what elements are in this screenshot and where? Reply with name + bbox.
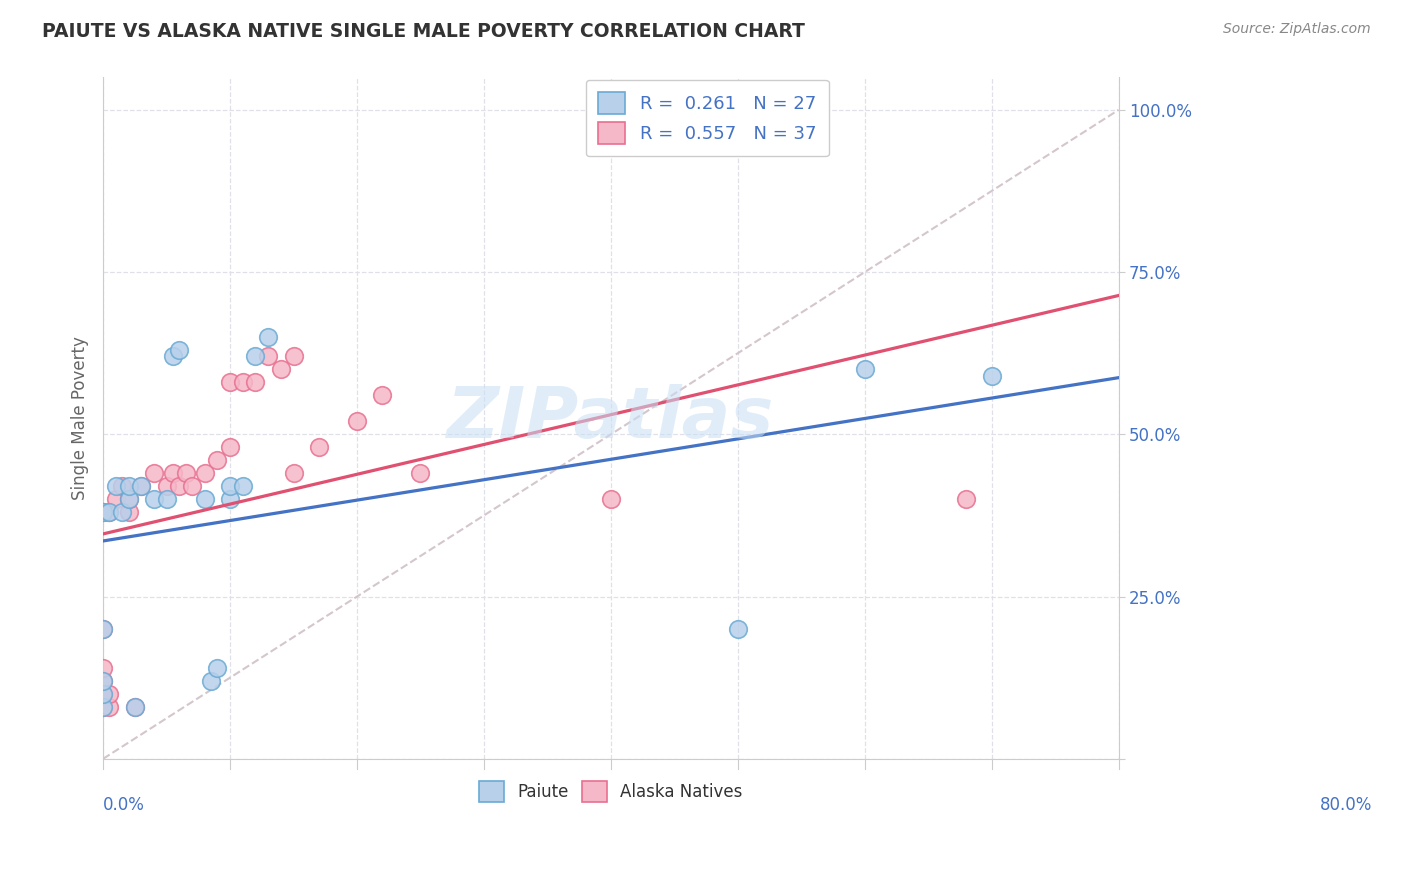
Text: Source: ZipAtlas.com: Source: ZipAtlas.com xyxy=(1223,22,1371,37)
Point xyxy=(599,492,621,507)
Point xyxy=(104,479,127,493)
Point xyxy=(98,687,121,701)
Point xyxy=(245,376,267,390)
Point xyxy=(169,479,191,493)
Point xyxy=(117,492,139,507)
Point xyxy=(232,479,254,493)
Point xyxy=(219,479,242,493)
Point xyxy=(853,362,876,376)
Point xyxy=(111,479,134,493)
Text: 0.0%: 0.0% xyxy=(103,797,145,814)
Point xyxy=(257,350,280,364)
Point xyxy=(91,661,114,675)
Point xyxy=(980,368,1002,383)
Point xyxy=(162,467,184,481)
Point xyxy=(91,505,114,519)
Point xyxy=(283,350,305,364)
Point xyxy=(283,467,305,481)
Point xyxy=(124,699,146,714)
Point xyxy=(219,440,242,454)
Point xyxy=(142,492,165,507)
Point xyxy=(174,467,197,481)
Point xyxy=(91,673,114,688)
Point xyxy=(371,388,394,402)
Point xyxy=(245,350,267,364)
Text: ZIPatlas: ZIPatlas xyxy=(447,384,775,452)
Point xyxy=(98,505,121,519)
Point xyxy=(207,453,229,467)
Point xyxy=(91,699,114,714)
Point xyxy=(219,492,242,507)
Y-axis label: Single Male Poverty: Single Male Poverty xyxy=(72,336,89,500)
Point xyxy=(955,492,977,507)
Point xyxy=(117,505,139,519)
Point xyxy=(129,479,152,493)
Point xyxy=(129,479,152,493)
Point xyxy=(91,687,114,701)
Text: PAIUTE VS ALASKA NATIVE SINGLE MALE POVERTY CORRELATION CHART: PAIUTE VS ALASKA NATIVE SINGLE MALE POVE… xyxy=(42,22,806,41)
Point xyxy=(91,699,114,714)
Point xyxy=(117,492,139,507)
Point xyxy=(270,362,292,376)
Point xyxy=(142,467,165,481)
Point xyxy=(181,479,204,493)
Point xyxy=(169,343,191,357)
Point xyxy=(98,505,121,519)
Point xyxy=(91,687,114,701)
Text: 80.0%: 80.0% xyxy=(1320,797,1372,814)
Point xyxy=(91,622,114,636)
Point xyxy=(194,492,217,507)
Point xyxy=(232,376,254,390)
Point xyxy=(155,492,177,507)
Point xyxy=(111,505,134,519)
Point xyxy=(194,467,217,481)
Point xyxy=(91,505,114,519)
Point xyxy=(409,467,432,481)
Point xyxy=(155,479,177,493)
Point xyxy=(104,492,127,507)
Point xyxy=(91,622,114,636)
Point xyxy=(346,414,368,428)
Point xyxy=(257,330,280,344)
Point xyxy=(124,699,146,714)
Point xyxy=(219,376,242,390)
Point xyxy=(727,622,749,636)
Point xyxy=(117,479,139,493)
Point xyxy=(207,661,229,675)
Point xyxy=(91,673,114,688)
Point xyxy=(200,673,222,688)
Point xyxy=(308,440,330,454)
Point xyxy=(162,350,184,364)
Point xyxy=(98,699,121,714)
Legend: Paiute, Alaska Natives: Paiute, Alaska Natives xyxy=(472,774,749,808)
